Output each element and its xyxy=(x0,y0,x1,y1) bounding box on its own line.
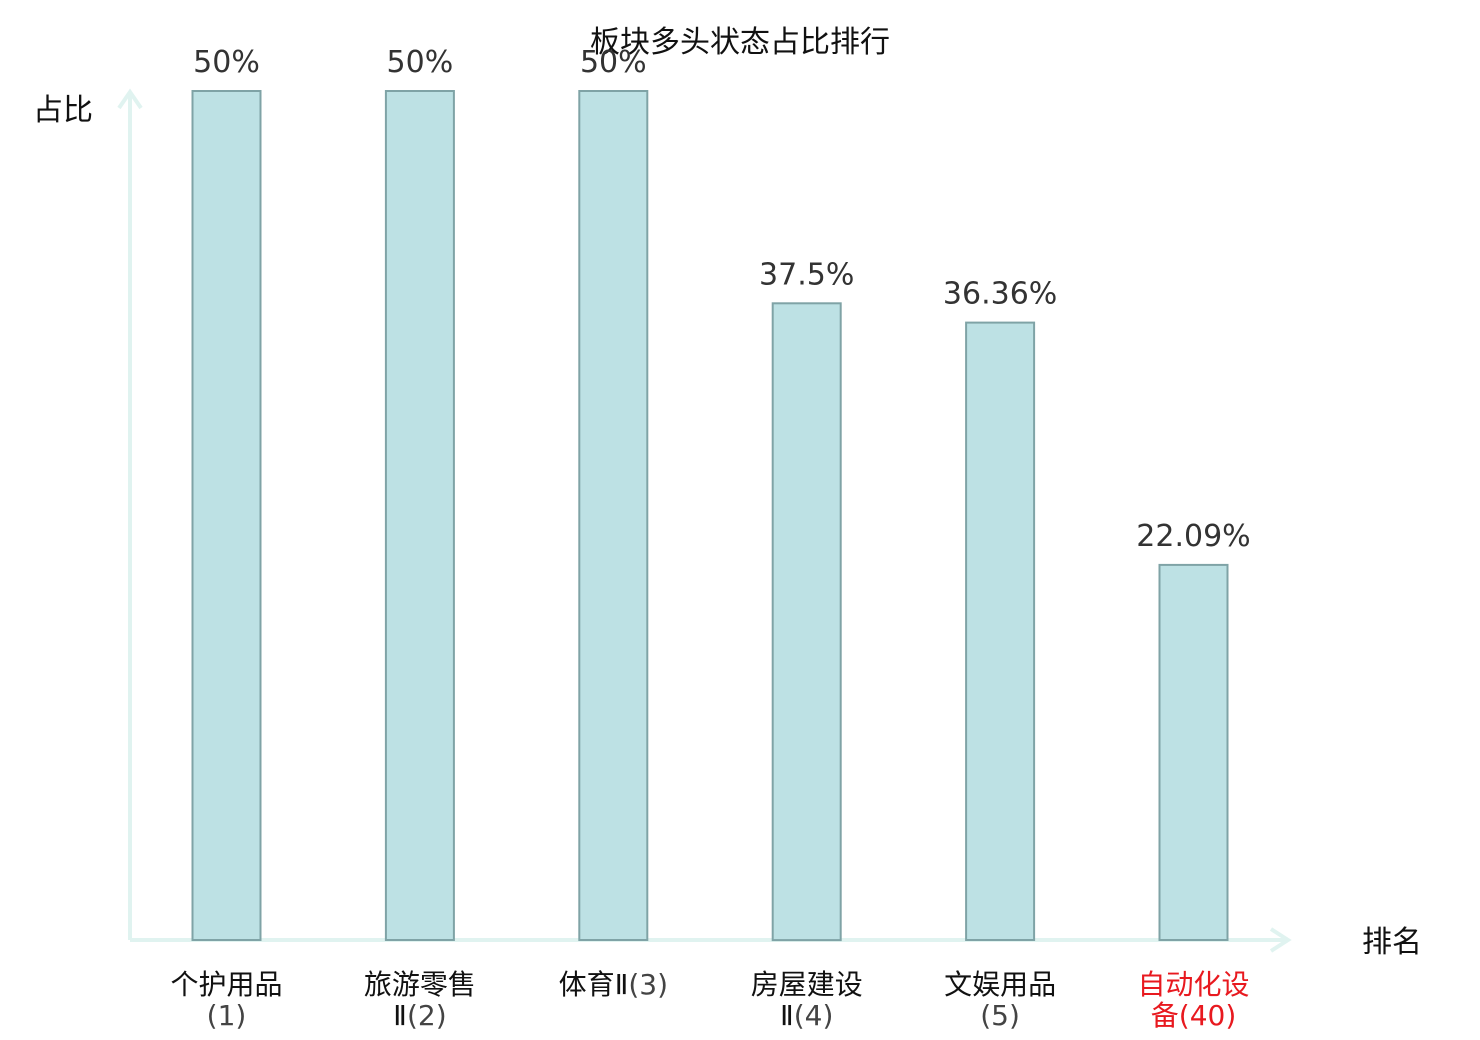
bar xyxy=(191,90,262,941)
bar xyxy=(384,90,455,941)
tick-label: 文娱用品(5) xyxy=(944,968,1056,1032)
tick-label: 自动化设备(40) xyxy=(1137,968,1249,1032)
y-axis-arrow xyxy=(117,88,143,110)
tick-label: 旅游零售 Ⅱ(2) xyxy=(364,968,476,1032)
tick-label: 个护用品(1) xyxy=(170,968,282,1032)
bar xyxy=(1158,563,1229,942)
data-label: 36.36% xyxy=(943,277,1057,312)
chart-title: 板块多头状态占比排行 xyxy=(590,25,890,60)
y-axis-label: 占比 xyxy=(33,93,93,128)
data-label: 37.5% xyxy=(759,257,854,292)
data-label: 50% xyxy=(387,45,454,80)
bar xyxy=(771,302,842,942)
x-axis-label: 排名 xyxy=(1362,925,1422,960)
data-label: 22.09% xyxy=(1136,519,1250,554)
data-label: 50% xyxy=(193,45,260,80)
x-axis-arrow xyxy=(1269,927,1292,953)
tick-label: 体育Ⅱ(3) xyxy=(559,968,668,1001)
tick-label: 房屋建设 Ⅱ(4) xyxy=(751,968,863,1032)
bar xyxy=(578,90,649,941)
data-label: 50% xyxy=(580,45,647,80)
bar xyxy=(965,321,1036,942)
bars: 50% 个护用品(1) 50% 旅游零售 Ⅱ(2) 50% 体育Ⅱ(3) 37.5% 房屋建设 Ⅱ… xyxy=(170,45,1250,1032)
